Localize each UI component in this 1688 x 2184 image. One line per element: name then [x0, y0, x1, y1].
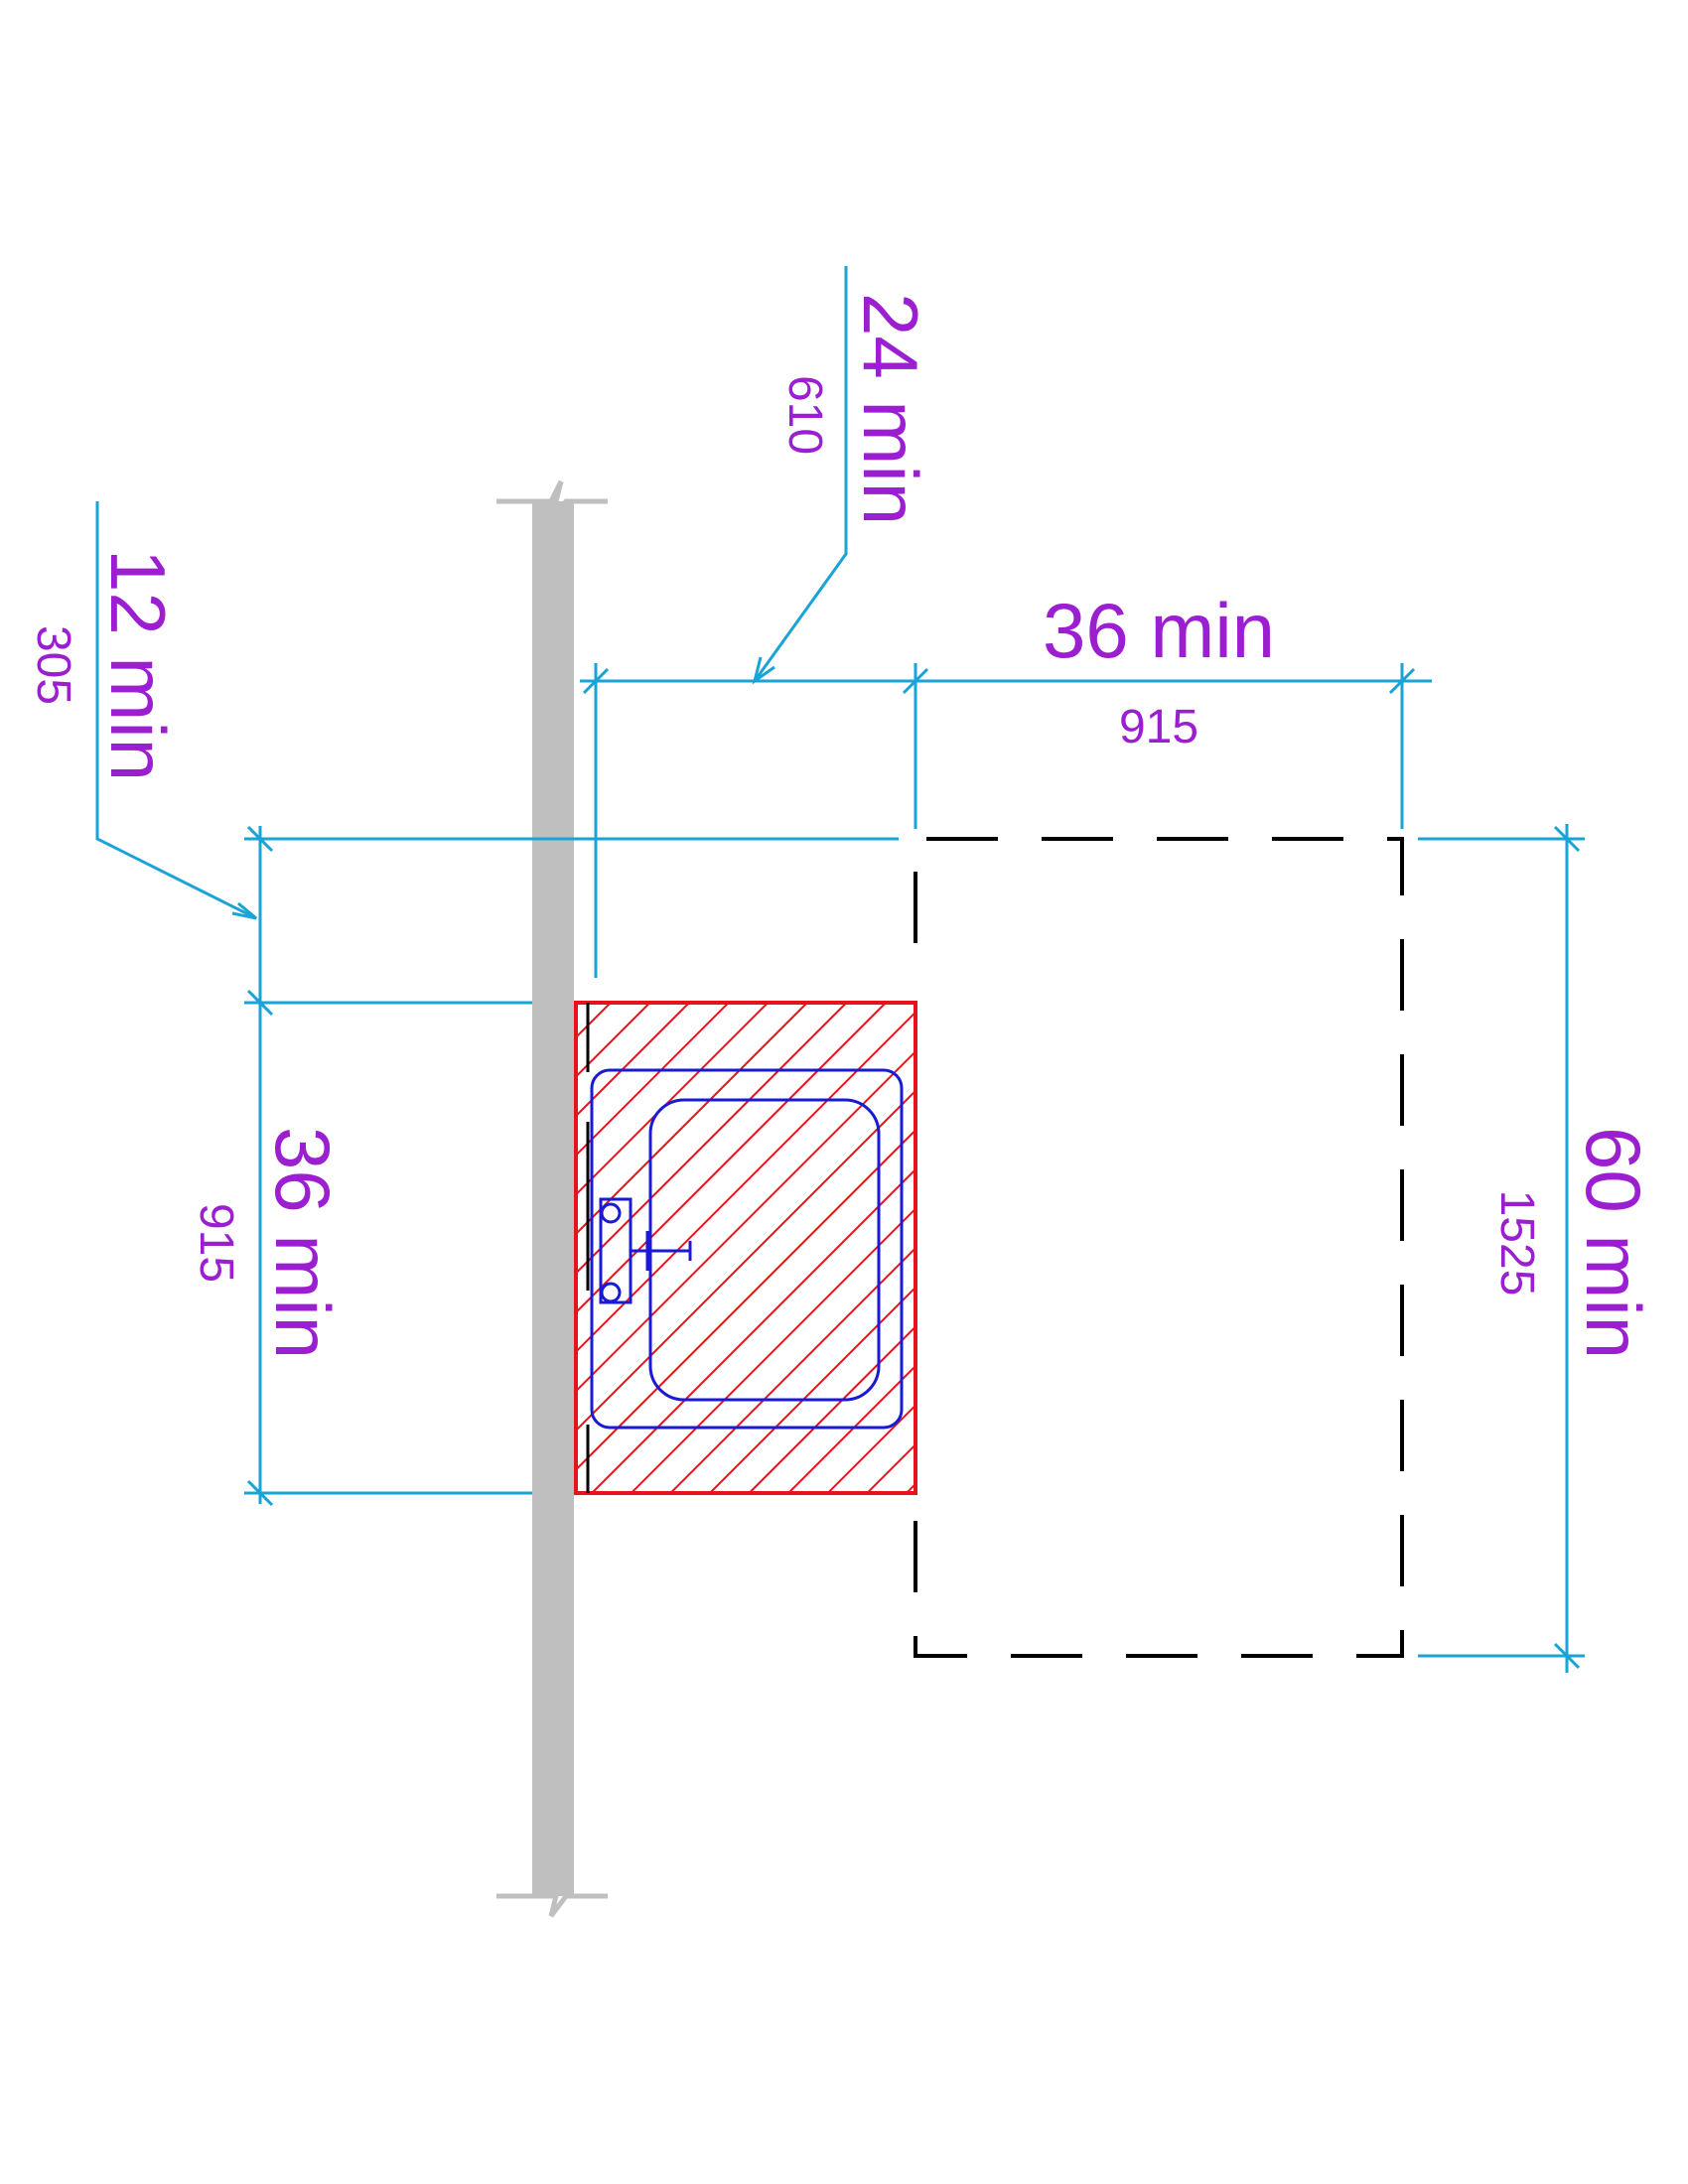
lavatory-outer-outline [590, 1068, 904, 1430]
tick-mark [582, 667, 610, 695]
label-915-top: 915 [1119, 701, 1198, 753]
dimension-labels: 36 min 915 24 min 610 12 min 305 36 min … [27, 293, 1657, 1359]
tick-mark [246, 825, 274, 853]
label-60-min: 60 min [1570, 1127, 1657, 1359]
fixture-zone-hatch [574, 1001, 917, 1495]
tick-mark [1388, 667, 1416, 695]
clear-floor-space [914, 837, 1404, 1658]
tick-mark [902, 667, 929, 695]
wall [496, 479, 608, 1918]
label-36-min-left: 36 min [259, 1127, 347, 1359]
label-915-left: 915 [190, 1203, 242, 1283]
wall-break-bottom [496, 1874, 608, 1918]
label-24-min: 24 min [847, 293, 934, 525]
label-1525: 1525 [1490, 1190, 1543, 1297]
label-12-min: 12 min [94, 549, 182, 781]
dimension-lines [95, 266, 1585, 1673]
leader-12 [95, 501, 257, 920]
lavatory-fixture [590, 1068, 904, 1430]
label-36-min-top: 36 min [1043, 587, 1275, 674]
leader-12-arrow [231, 901, 257, 920]
label-610: 610 [778, 375, 831, 455]
tick-mark [246, 1479, 274, 1507]
tick-mark [1553, 825, 1581, 853]
wall-break-top [496, 479, 608, 523]
tick-mark [1553, 1642, 1581, 1670]
clear-floor-space-outline [914, 837, 1404, 1658]
fixture-zone [574, 1001, 917, 1495]
leader-24-arrow [752, 656, 775, 685]
tick-mark [246, 989, 274, 1017]
leader-24 [753, 266, 848, 682]
label-305: 305 [27, 625, 79, 705]
wall-body [532, 501, 574, 1896]
